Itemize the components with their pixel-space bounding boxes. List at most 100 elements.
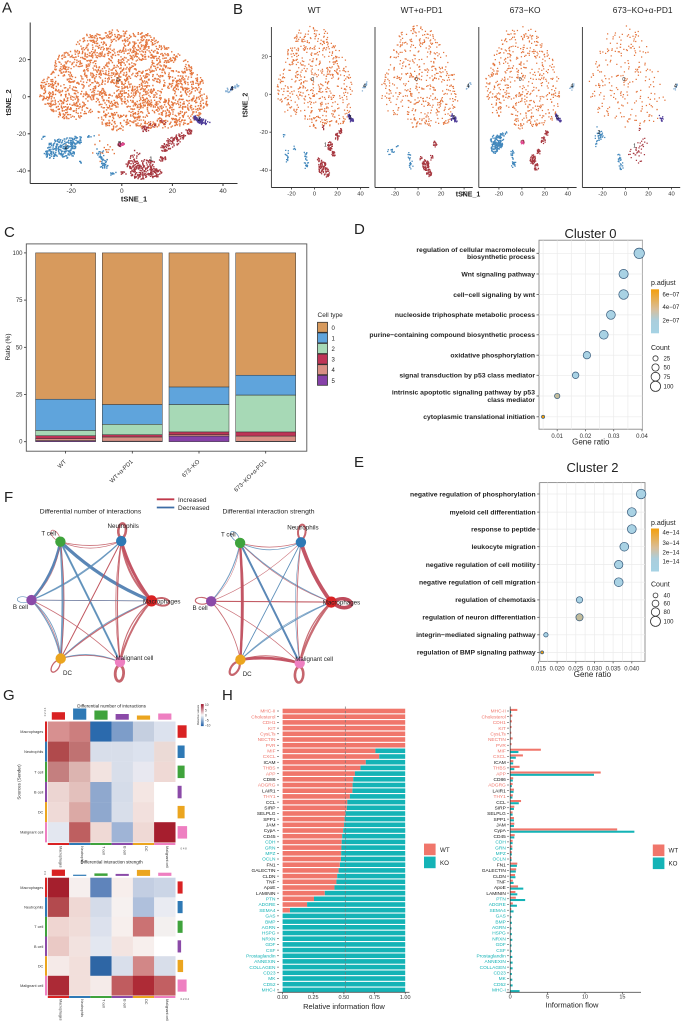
svg-text:ApoE: ApoE [264, 885, 276, 891]
svg-text:0.00: 0.00 [277, 995, 288, 1001]
svg-text:Malignant cell: Malignant cell [295, 656, 333, 663]
svg-text:Differential number of interac: Differential number of interactions [77, 704, 146, 709]
svg-text:0: 0 [116, 78, 120, 84]
svg-text:CypA: CypA [494, 828, 507, 834]
svg-text:100: 100 [12, 251, 23, 257]
svg-text:0.4: 0.4 [43, 871, 47, 875]
svg-text:GRN: GRN [265, 845, 276, 851]
svg-text:AGRN: AGRN [262, 925, 276, 931]
svg-text:CD23: CD23 [263, 971, 276, 977]
svg-text:TNF: TNF [266, 880, 275, 886]
svg-text:GALECTIN: GALECTIN [482, 868, 507, 874]
svg-text:B cell: B cell [34, 945, 43, 949]
svg-text:20: 20 [438, 192, 444, 198]
svg-text:1.00: 1.00 [400, 995, 411, 1001]
svg-text:purine−containing compound bio: purine−containing compound biosynthetic … [369, 332, 535, 339]
svg-text:10: 10 [582, 995, 588, 1001]
svg-text:SPP1: SPP1 [263, 817, 276, 823]
svg-text:Neutrophils: Neutrophils [108, 523, 139, 530]
svg-text:Prostaglandin: Prostaglandin [246, 954, 276, 960]
svg-text:WT+α-PD1: WT+α-PD1 [401, 5, 443, 15]
svg-text:T cell: T cell [221, 532, 236, 539]
svg-text:PTN: PTN [266, 897, 276, 903]
svg-text:20: 20 [261, 54, 267, 60]
svg-text:Macrophages: Macrophages [59, 999, 63, 1020]
svg-text:F: F [4, 489, 13, 506]
svg-text:GAS: GAS [496, 914, 506, 920]
svg-text:Gene ratio: Gene ratio [574, 670, 612, 679]
svg-text:KIT: KIT [498, 726, 506, 732]
svg-text:5: 5 [332, 379, 336, 385]
svg-text:B cell: B cell [123, 846, 127, 855]
svg-text:Relative values: Relative values [196, 704, 200, 725]
svg-text:Neutrophils: Neutrophils [287, 524, 318, 531]
svg-text:GDF: GDF [265, 942, 275, 948]
svg-text:20: 20 [334, 192, 340, 198]
svg-text:0: 0 [519, 77, 522, 83]
svg-text:tSNE_1: tSNE_1 [121, 195, 147, 204]
svg-text:Cholesterol: Cholesterol [251, 714, 275, 720]
svg-text:DC: DC [63, 670, 72, 677]
svg-text:0.75: 0.75 [369, 995, 380, 1001]
svg-text:TNF: TNF [496, 880, 505, 886]
svg-text:40: 40 [461, 192, 467, 198]
svg-text:Neutrophils: Neutrophils [24, 750, 43, 754]
svg-text:PTN: PTN [496, 897, 506, 903]
svg-text:HSPG: HSPG [492, 931, 506, 937]
svg-text:T cell: T cell [41, 531, 56, 538]
svg-text:-40: -40 [17, 168, 27, 175]
svg-text:CLDN: CLDN [262, 874, 276, 880]
svg-text:0: 0 [415, 77, 418, 83]
svg-text:CDH: CDH [495, 840, 506, 846]
svg-text:0.015: 0.015 [531, 666, 547, 672]
svg-text:0.25: 0.25 [308, 995, 319, 1001]
svg-text:1: 1 [149, 157, 153, 163]
svg-text:DC: DC [38, 964, 44, 968]
svg-text:Increased: Increased [178, 497, 207, 504]
svg-text:integrin−mediated signaling pa: integrin−mediated signaling pathway [416, 632, 536, 639]
svg-text:BMP: BMP [495, 919, 505, 925]
svg-text:GAS: GAS [265, 914, 275, 920]
svg-text:CDH1: CDH1 [493, 720, 506, 726]
svg-text:T cell: T cell [101, 999, 105, 1008]
svg-text:E: E [354, 454, 364, 471]
svg-text:C: C [4, 224, 15, 241]
svg-text:Macrophages: Macrophages [20, 886, 43, 890]
svg-text:5: 5 [546, 995, 549, 1001]
svg-text:-40: -40 [260, 168, 268, 174]
svg-text:0: 0 [265, 92, 268, 98]
svg-text:APP: APP [496, 771, 506, 777]
svg-text:MK: MK [499, 976, 507, 982]
svg-text:APP: APP [266, 771, 276, 777]
svg-text:JAM: JAM [266, 823, 276, 829]
svg-text:SELPLG: SELPLG [487, 811, 506, 817]
svg-text:BMP: BMP [265, 919, 275, 925]
svg-text:KIT: KIT [268, 726, 276, 732]
svg-text:JAM: JAM [496, 823, 506, 829]
svg-text:Malignant cell: Malignant cell [116, 655, 154, 662]
svg-text:FN1: FN1 [266, 862, 275, 868]
svg-text:CD45: CD45 [494, 834, 507, 840]
svg-text:CXCL: CXCL [263, 754, 276, 760]
svg-text:673−KO: 673−KO [510, 5, 541, 15]
svg-text:CysLTs: CysLTs [260, 732, 276, 738]
svg-text:−5: −5 [205, 719, 209, 723]
svg-text:-20: -20 [495, 192, 503, 198]
svg-text:4: 4 [467, 84, 470, 90]
svg-text:CDH1: CDH1 [262, 720, 275, 726]
svg-text:Cluster 2: Cluster 2 [566, 460, 618, 475]
svg-text:0.035: 0.035 [606, 666, 622, 672]
svg-text:THY1: THY1 [494, 794, 507, 800]
svg-text:1: 1 [324, 142, 327, 148]
svg-text:THY1: THY1 [263, 794, 276, 800]
svg-text:Differential number of interac: Differential number of interactions [40, 509, 142, 516]
svg-text:-20: -20 [260, 130, 268, 136]
svg-text:60: 60 [664, 602, 671, 608]
svg-text:negative regulation of cell mi: negative regulation of cell migration [419, 580, 536, 587]
svg-text:p.adjust: p.adjust [651, 520, 676, 527]
svg-text:ADGRE: ADGRE [489, 902, 506, 908]
svg-text:Cell type: Cell type [318, 312, 344, 319]
svg-text:WT: WT [440, 847, 450, 854]
svg-text:Count: Count [651, 582, 670, 589]
svg-text:3e−14: 3e−14 [663, 541, 681, 547]
